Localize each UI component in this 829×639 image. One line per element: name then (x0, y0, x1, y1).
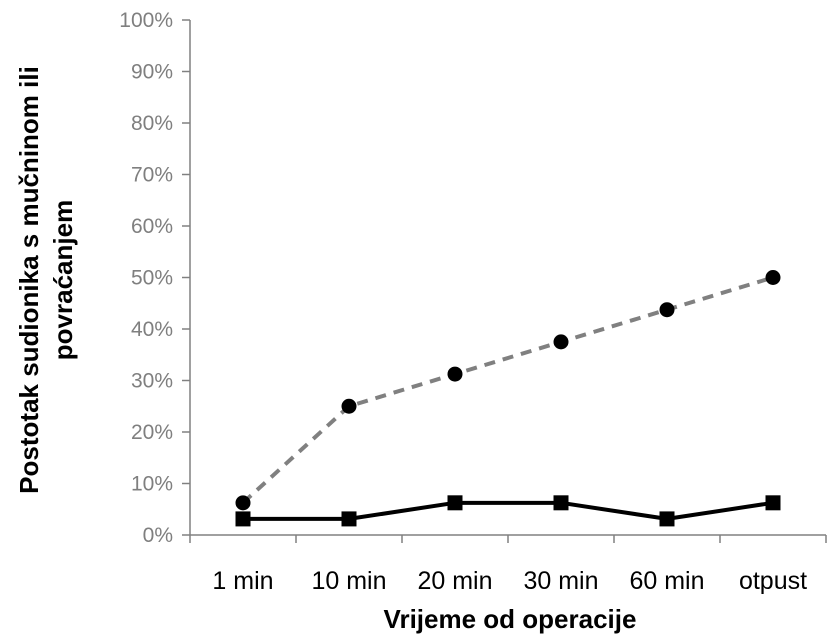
y-tick-label: 10% (131, 473, 173, 496)
series-1-point (553, 334, 569, 350)
series-2-point (341, 511, 357, 527)
y-tick-label: 70% (131, 164, 173, 187)
y-tick-label: 0% (143, 524, 173, 547)
series-2-point (765, 495, 781, 511)
series-2-point (659, 511, 675, 527)
y-tick-label: 60% (131, 215, 173, 238)
y-tick-label: 40% (131, 318, 173, 341)
y-tick-label: 100% (119, 9, 173, 32)
y-tick-label: 30% (131, 370, 173, 393)
x-tick-label: 10 min (311, 567, 386, 595)
series-1-point (659, 302, 675, 318)
y-axis-title: Postotak sudionika s mučninom ili povrać… (14, 66, 78, 494)
series-1-point (235, 495, 251, 511)
series-1-point (341, 398, 357, 414)
series-2-point (553, 495, 569, 511)
series-2-point (235, 511, 251, 527)
series-layer (235, 270, 781, 527)
x-tick-label: 20 min (417, 567, 492, 595)
x-tick-label: 1 min (212, 567, 273, 595)
x-axis-title: Vrijeme od operacije (384, 604, 637, 634)
series-1-point (765, 270, 781, 285)
x-tick-label: otpust (739, 567, 807, 595)
x-tick-label: 60 min (629, 567, 704, 595)
x-axis: 1 min 10 min 20 min 30 min 60 min otpust (189, 534, 827, 595)
y-axis: 0% 10% 20% 30% 40% 50% 60% 70% 80% 90% 100% (119, 9, 191, 547)
y-tick-label: 90% (131, 61, 173, 84)
series-1-point (447, 366, 463, 382)
y-tick-label: 80% (131, 112, 173, 135)
series-2-line (243, 500, 774, 521)
y-axis-title-line-1: Postotak sudionika s mučninom ili (14, 66, 44, 494)
y-tick-label: 50% (131, 267, 173, 290)
series-2-point (447, 495, 463, 511)
y-tick-label: 20% (131, 421, 173, 444)
series-1-line (241, 275, 774, 505)
x-tick-label: 30 min (523, 567, 598, 595)
y-axis-title-line-2: povraćanjem (48, 200, 78, 360)
